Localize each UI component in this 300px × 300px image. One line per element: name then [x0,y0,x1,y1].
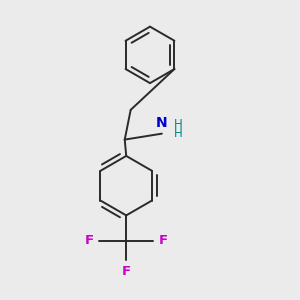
Text: H: H [174,127,182,140]
Text: H: H [174,118,182,131]
Text: F: F [158,234,167,247]
Text: N: N [156,116,168,130]
Text: F: F [122,265,131,278]
Text: F: F [85,234,94,247]
